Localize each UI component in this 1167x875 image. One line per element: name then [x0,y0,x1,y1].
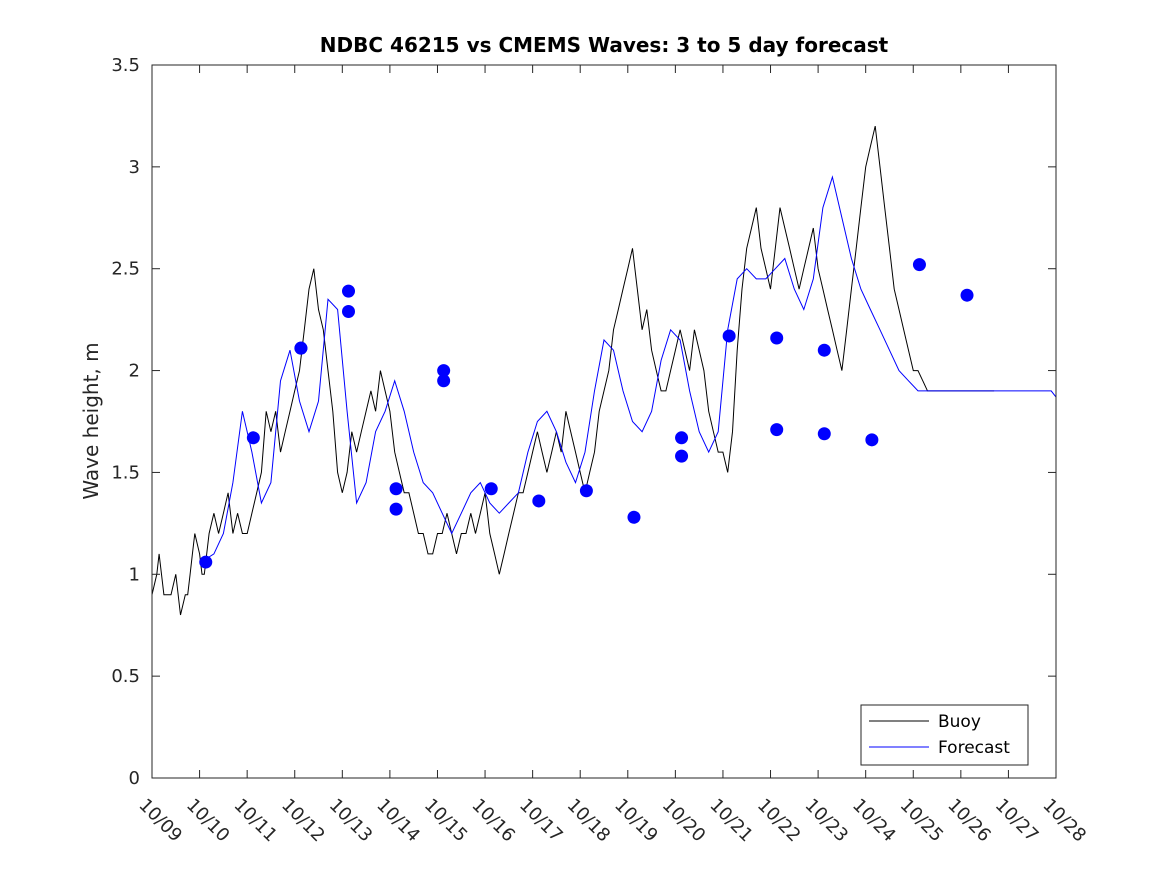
forecast-marker [817,343,831,357]
forecast-marker [437,374,451,388]
forecast-marker [294,341,308,355]
forecast-marker [246,431,260,445]
y-tick-label: 1 [129,564,140,585]
forecast-marker [389,482,403,496]
plot-frame [151,64,1057,779]
legend-label-buoy: Buoy [938,712,981,732]
forecast-marker [437,364,451,378]
series-line-buoy [151,125,995,616]
forecast-marker [532,494,546,508]
y-tick-label: 2 [129,361,140,382]
marker-layer [199,258,974,569]
y-tick-label: 0 [129,768,140,789]
forecast-marker [865,433,879,447]
forecast-marker [342,304,356,318]
forecast-marker [199,555,213,569]
y-tick-label: 1.5 [111,462,140,483]
plot-area [152,65,1056,778]
y-tick-label: 3.5 [111,55,140,76]
forecast-marker [960,288,974,302]
forecast-marker [627,510,641,524]
forecast-marker [484,482,498,496]
forecast-marker [770,423,784,437]
y-axis-ticks: 0 0.5 1 1.5 2 2.5 3 3.5 [111,55,1056,789]
legend-box [860,704,1029,766]
series-line-forecast [204,175,1057,561]
forecast-marker [675,431,689,445]
forecast-marker [579,484,593,498]
y-axis-label: Wave height, m [79,342,103,499]
series-layer [151,125,1057,616]
legend-label-forecast: Forecast [938,738,1010,758]
forecast-marker [675,449,689,463]
y-tick-label: 0.5 [111,666,140,687]
forecast-marker [817,427,831,441]
forecast-marker [770,331,784,345]
forecast-marker [342,284,356,298]
y-tick-label: 2.5 [111,259,140,280]
forecast-marker [912,258,926,272]
forecast-marker [722,329,736,343]
y-tick-label: 3 [129,157,140,178]
legend: Buoy Forecast [860,704,1029,766]
chart-title: NDBC 46215 vs CMEMS Waves: 3 to 5 day fo… [320,33,889,57]
forecast-marker [389,502,403,516]
